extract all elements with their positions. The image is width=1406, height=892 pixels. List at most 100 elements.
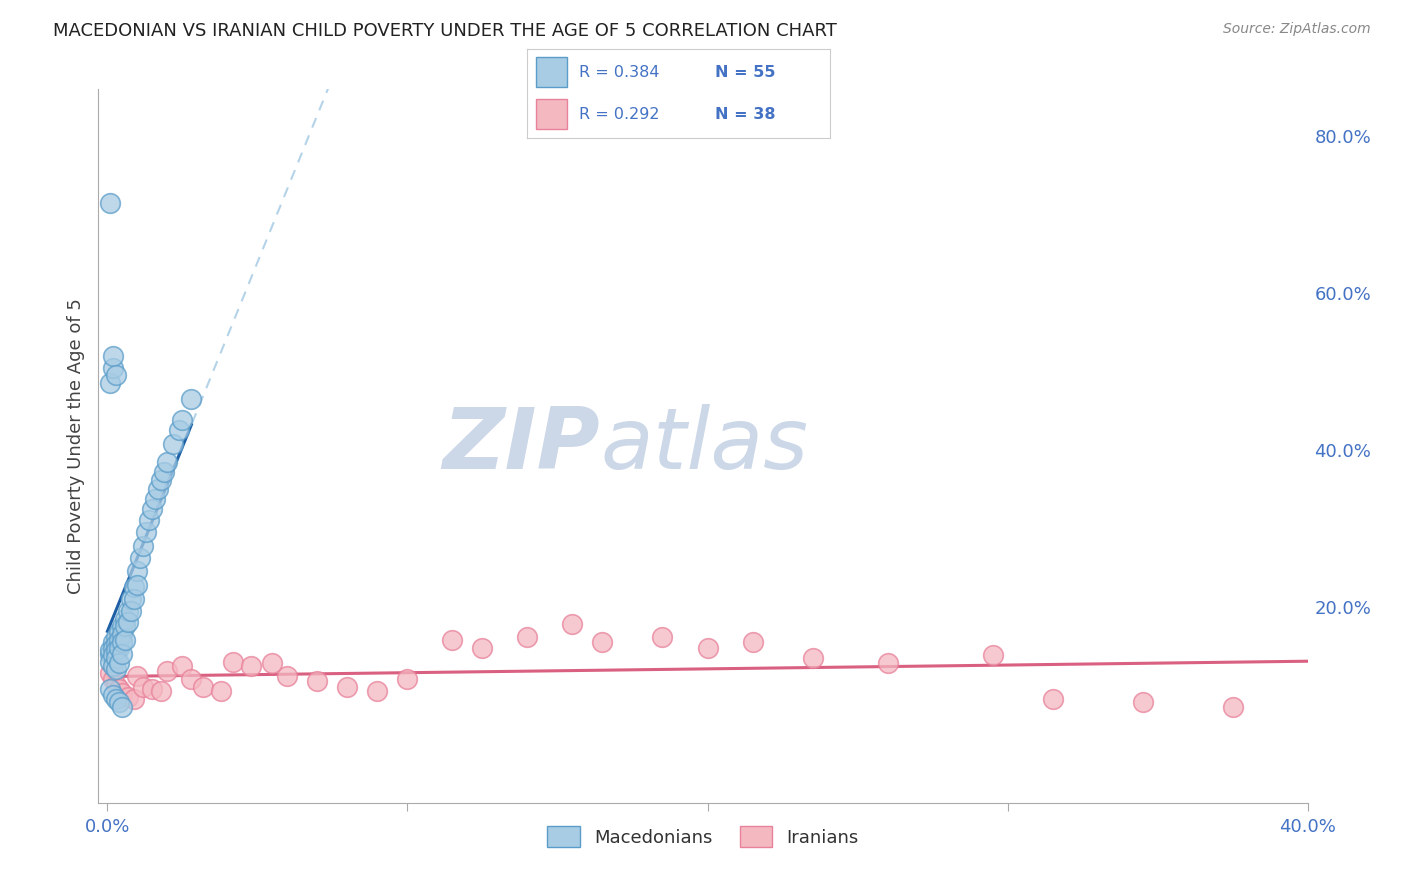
Text: N = 55: N = 55 [714,65,775,79]
Point [172,413,194,427]
Point [100,195,122,210]
Point [111,619,134,633]
Point [741,635,763,649]
Point [1042,692,1064,706]
Point [307,674,329,689]
Point [156,455,179,469]
Point [1222,700,1244,714]
Point [561,617,583,632]
FancyBboxPatch shape [536,99,567,129]
Point [111,700,134,714]
Point [114,619,136,633]
Point [114,611,136,625]
Point [1132,695,1154,709]
Point [105,692,128,706]
Point [471,640,494,655]
Point [100,666,122,681]
Point [111,635,134,649]
Point [592,635,614,649]
Point [441,632,464,647]
Point [124,591,146,606]
Point [696,640,718,655]
Point [100,647,122,661]
Point [108,695,131,709]
Point [169,423,191,437]
Point [108,682,131,697]
Point [120,591,142,606]
Point [138,514,160,528]
Point [108,624,131,639]
Point [262,657,284,671]
Point [117,690,139,704]
Point [103,672,125,686]
Point [103,360,125,375]
Point [396,672,419,686]
Point [111,647,134,661]
Point [103,640,125,655]
Point [124,580,146,594]
Point [336,680,359,694]
Point [103,648,125,663]
Text: R = 0.292: R = 0.292 [579,107,659,121]
Point [132,680,155,694]
Point [105,663,128,677]
Point [876,657,898,671]
Point [103,349,125,363]
Point [801,650,824,665]
Point [153,465,176,479]
Point [127,578,149,592]
Point [103,688,125,702]
Point [276,669,298,683]
Point [132,539,155,553]
Point [120,604,142,618]
Legend: Macedonians, Iranians: Macedonians, Iranians [540,819,866,855]
Point [105,678,128,692]
Point [127,669,149,683]
Point [111,627,134,641]
Point [108,657,131,671]
Point [117,604,139,618]
Y-axis label: Child Poverty Under the Age of 5: Child Poverty Under the Age of 5 [66,298,84,594]
Point [516,630,538,644]
Point [105,630,128,644]
Point [127,565,149,579]
Point [172,658,194,673]
Point [148,482,170,496]
FancyBboxPatch shape [536,57,567,87]
Point [180,392,202,406]
Text: atlas: atlas [600,404,808,488]
Text: MACEDONIAN VS IRANIAN CHILD POVERTY UNDER THE AGE OF 5 CORRELATION CHART: MACEDONIAN VS IRANIAN CHILD POVERTY UNDE… [53,22,838,40]
Point [240,658,263,673]
Point [150,473,173,487]
Point [103,658,125,673]
Point [162,436,184,450]
Point [150,684,173,698]
Point [117,615,139,630]
Text: R = 0.384: R = 0.384 [579,65,659,79]
Point [222,655,245,669]
Text: ZIP: ZIP [443,404,600,488]
Point [193,680,215,694]
Point [156,664,179,678]
Point [141,682,163,697]
Point [105,637,128,651]
Point [366,684,388,698]
Point [105,368,128,383]
Point [180,672,202,686]
Point [105,650,128,665]
Point [100,655,122,669]
Point [114,632,136,647]
Point [129,551,152,566]
Point [124,692,146,706]
Text: N = 38: N = 38 [714,107,775,121]
Point [108,632,131,647]
Text: Source: ZipAtlas.com: Source: ZipAtlas.com [1223,22,1371,37]
Point [651,630,673,644]
Point [145,491,167,506]
Point [108,640,131,655]
Point [209,684,232,698]
Point [111,686,134,700]
Point [100,643,122,657]
Point [103,635,125,649]
Point [100,376,122,391]
